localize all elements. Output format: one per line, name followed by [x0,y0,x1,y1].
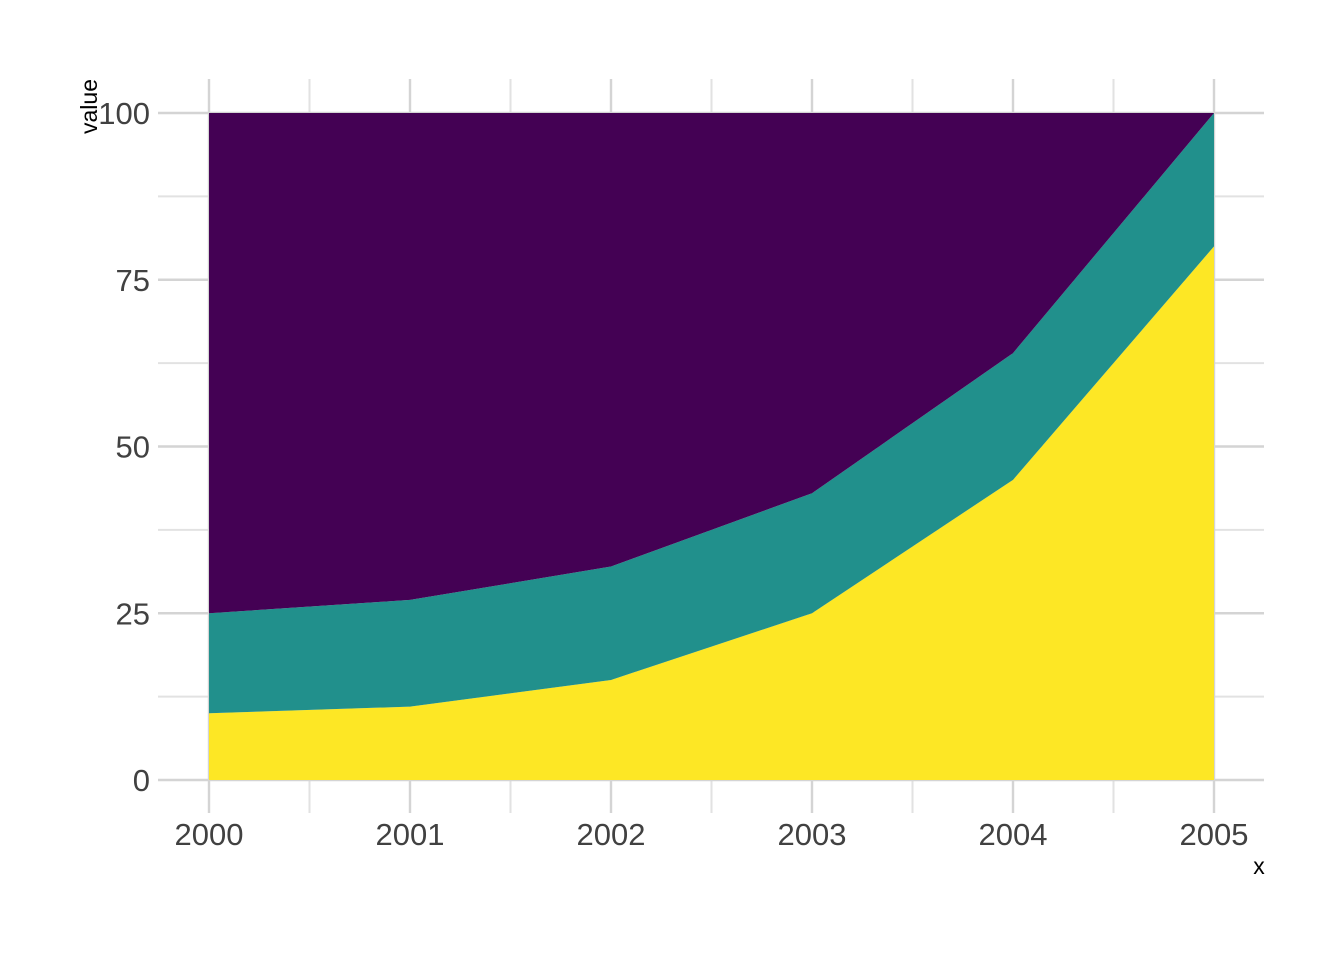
area-top-band-purple [209,113,1214,614]
area-middle-band-teal [209,113,1214,714]
area-series-layer [209,113,1214,780]
area-bottom-band-yellow [209,246,1214,780]
y-tick-label-100: 100 [98,96,150,131]
x-tick-label-2001: 2001 [376,817,445,852]
x-tick-label-2002: 2002 [577,817,646,852]
tick-label-layer: 2000 2001 2002 2003 2004 2005 0 25 50 75 100 [98,96,1248,852]
x-tick-label-2003: 2003 [778,817,847,852]
y-axis-title: value [76,79,102,134]
x-tick-label-2005: 2005 [1180,817,1249,852]
x-tick-label-2000: 2000 [175,817,244,852]
y-tick-label-50: 50 [116,430,150,465]
y-tick-label-0: 0 [133,763,150,798]
y-tick-label-75: 75 [116,263,150,298]
x-axis-title: x [1253,853,1265,879]
x-tick-label-2004: 2004 [979,817,1048,852]
y-tick-label-25: 25 [116,596,150,631]
